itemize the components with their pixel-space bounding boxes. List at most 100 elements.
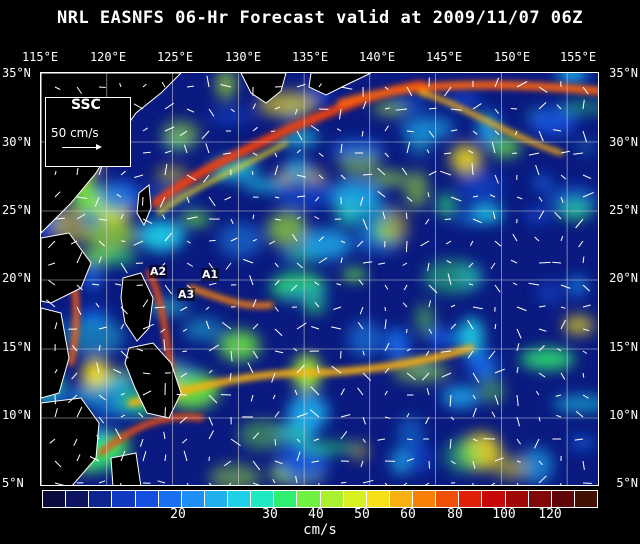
velocity-arrow (582, 256, 585, 264)
speed-blob (552, 395, 598, 412)
reference-vector-box: 50 cm/s (45, 97, 131, 167)
velocity-arrow (491, 411, 496, 418)
speed-blob (298, 442, 358, 453)
speed-blob (81, 357, 110, 394)
velocity-arrow (384, 152, 390, 158)
velocity-arrow (538, 102, 547, 110)
velocity-arrow (340, 430, 348, 440)
velocity-arrow (310, 125, 320, 132)
velocity-arrow (96, 362, 100, 374)
land-sulawesi (110, 452, 142, 485)
velocity-arrow (494, 240, 502, 247)
velocity-arrow (274, 165, 279, 176)
marker-a1: A1 (201, 268, 220, 281)
colorbar-cell (389, 491, 413, 507)
velocity-arrow (54, 369, 58, 374)
velocity-arrow (556, 414, 562, 418)
velocity-arrow (427, 192, 430, 198)
velocity-arrow (421, 372, 430, 381)
velocity-arrow (318, 482, 320, 485)
speed-blob (238, 420, 287, 450)
velocity-arrow (186, 85, 194, 88)
lat-label-20-left: 20°N (2, 271, 31, 285)
velocity-arrow (120, 450, 126, 462)
colorbar-cell (528, 491, 552, 507)
colorbar-cell (297, 491, 321, 507)
velocity-arrow (538, 372, 546, 378)
velocity-arrow (560, 150, 570, 154)
colorbar-cell (158, 491, 182, 507)
lat-label-5-left: 5°N (2, 476, 24, 490)
velocity-arrow (467, 319, 474, 330)
speed-blob (423, 259, 482, 294)
lat-label-35-right: 35°N (609, 66, 638, 80)
land-taiwan (136, 184, 152, 227)
velocity-arrow (296, 262, 303, 269)
lat-label-25-right: 25°N (609, 203, 638, 217)
velocity-arrow (120, 392, 125, 396)
colorbar-cell (436, 491, 460, 507)
velocity-arrow (220, 84, 232, 88)
colorbar-tick-120: 120 (538, 507, 562, 522)
velocity-arrow (467, 149, 474, 154)
velocity-arrow (556, 104, 562, 110)
velocity-arrow (296, 216, 301, 220)
velocity-arrow (516, 438, 522, 445)
velocity-arrow (362, 100, 367, 110)
colorbar-cell (413, 491, 437, 507)
speed-blob (544, 184, 598, 213)
velocity-arrow (296, 83, 306, 88)
lon-label-150: 150°E (493, 50, 531, 64)
current-jet (188, 285, 274, 309)
velocity-arrow (186, 262, 194, 267)
velocity-arrow (356, 240, 364, 248)
speed-blob (384, 328, 410, 361)
velocity-arrow (513, 282, 518, 286)
velocity-arrow (361, 130, 364, 137)
speed-blob (415, 303, 434, 336)
lon-label-135: 135°E (291, 50, 329, 64)
velocity-arrow (336, 283, 342, 286)
velocity-arrow (384, 342, 390, 352)
velocity-arrow (54, 460, 62, 468)
map-canvas (41, 73, 598, 485)
velocity-arrow (54, 170, 57, 176)
speed-blob (392, 362, 450, 382)
velocity-arrow (514, 130, 518, 136)
speed-blob (242, 180, 285, 191)
lat-label-20-right: 20°N (609, 271, 638, 285)
velocity-arrow (384, 367, 390, 374)
velocity-arrow (309, 409, 320, 418)
lon-label-120: 120°E (89, 50, 127, 64)
velocity-arrow (538, 475, 547, 484)
velocity-arrow (76, 284, 83, 291)
colorbar-cell (274, 491, 298, 507)
velocity-arrow (560, 284, 571, 289)
velocity-arrow (114, 428, 122, 440)
velocity-arrow (450, 129, 458, 132)
velocity-arrow (76, 406, 83, 418)
velocity-arrow (205, 320, 210, 330)
velocity-arrow (554, 211, 562, 220)
velocity-arrow (98, 326, 107, 330)
velocity-arrow (444, 152, 452, 155)
velocity-arrow (472, 438, 478, 442)
velocity-arrow (54, 217, 65, 220)
land-philippines-luzon (120, 272, 154, 342)
velocity-arrow (491, 141, 496, 154)
velocity-arrow (292, 234, 298, 242)
speed-blob (281, 288, 328, 301)
velocity-arrow (340, 414, 351, 418)
velocity-arrow (494, 323, 497, 330)
velocity-arrow (582, 372, 585, 378)
velocity-arrow (182, 328, 188, 332)
velocity-arrow (310, 386, 320, 396)
velocity-arrow (494, 394, 499, 405)
colorbar-cell (366, 491, 390, 507)
velocity-arrow (516, 196, 523, 200)
velocity-arrow (314, 216, 320, 220)
velocity-arrow (208, 430, 214, 440)
velocity-arrow (208, 394, 218, 404)
velocity-arrow (296, 174, 307, 178)
velocity-arrow (538, 210, 545, 220)
